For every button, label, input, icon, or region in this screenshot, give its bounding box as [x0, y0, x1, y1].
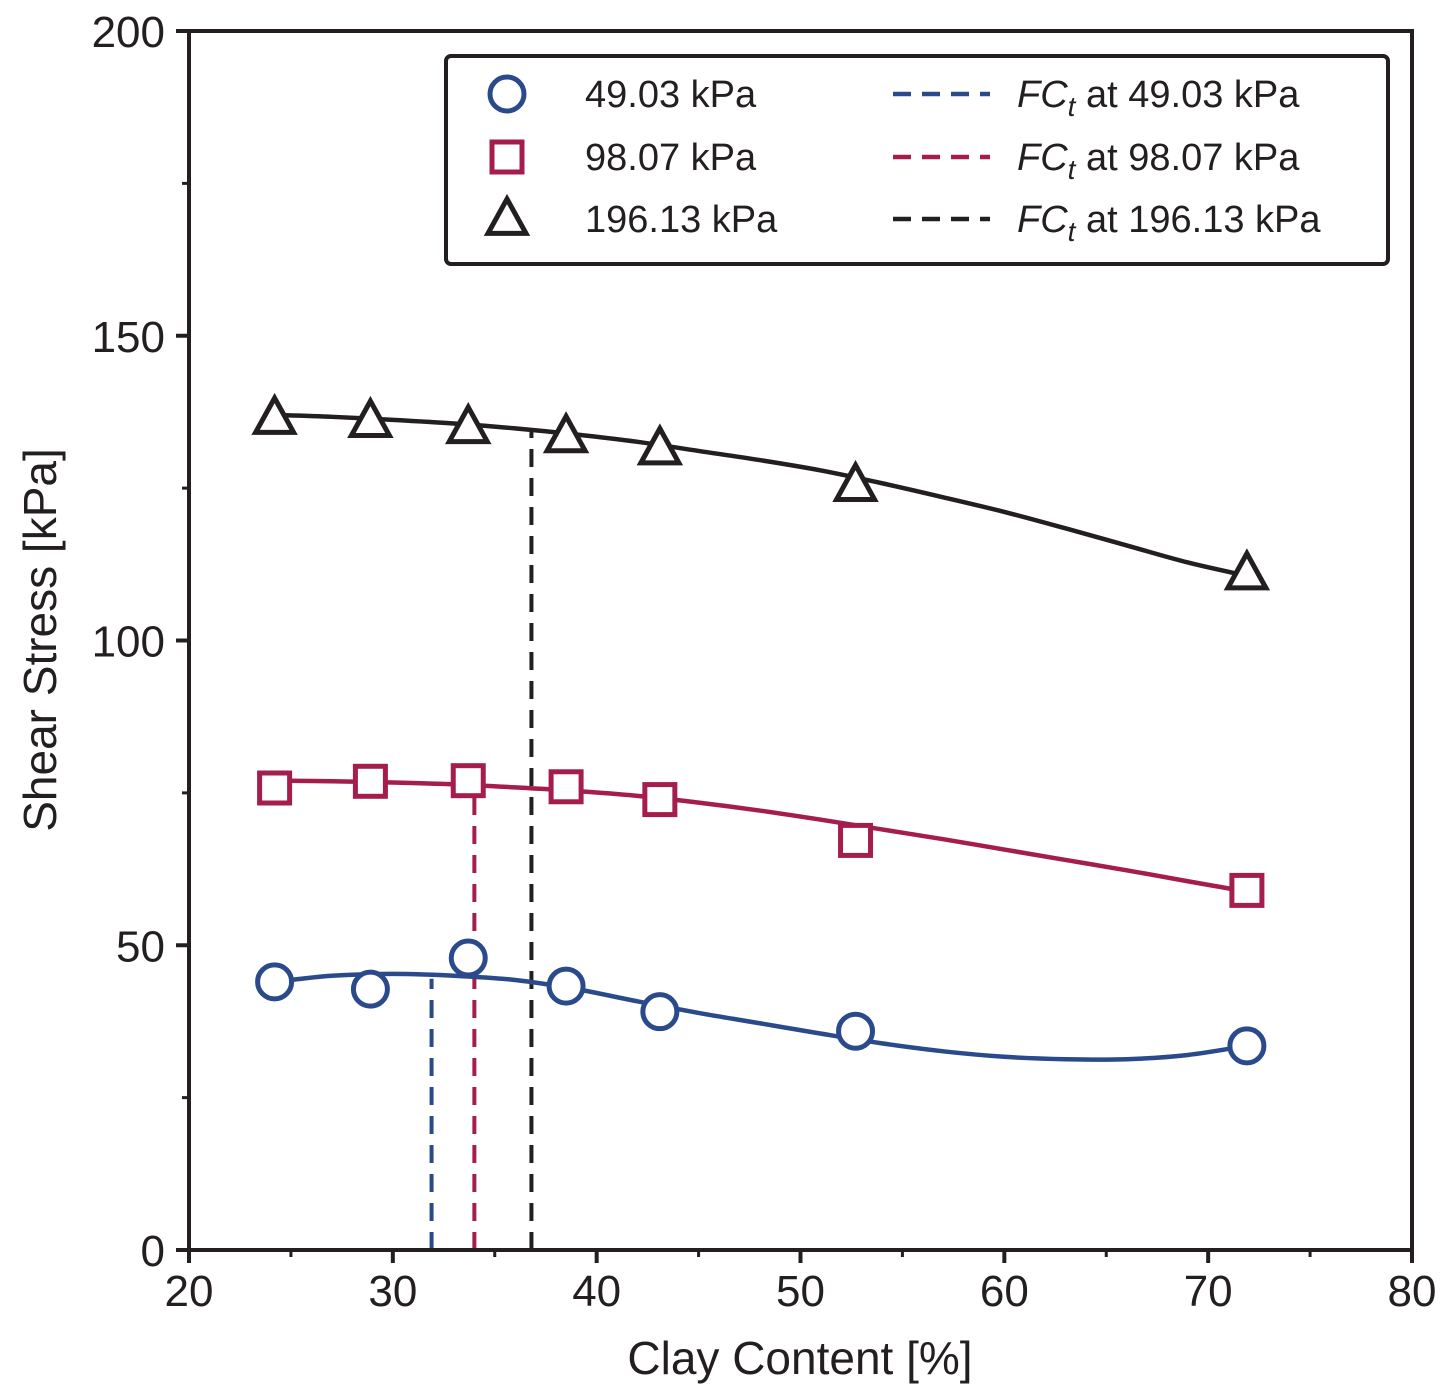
data-point-circle-1-2 [350, 969, 390, 1009]
y-axis-ticks: 0 50 100 150 200 [92, 8, 189, 1276]
data-point-circle-1-1 [255, 962, 295, 1002]
legend-box [444, 54, 1390, 266]
x-tick-label: 80 [1388, 1267, 1437, 1316]
legend: 49.03 kPa 98.07 kPa 196.13 kPa FCt at 49.03… [444, 54, 1390, 266]
y-tick-label: 100 [92, 618, 165, 667]
legend-marker-square [489, 139, 525, 175]
data-point-triangle-3-7 [1223, 548, 1271, 591]
fitted-curves [274, 412, 1248, 1062]
threshold-lines [429, 429, 534, 1250]
data-point-circle-1-3 [448, 938, 488, 978]
data-point-triangle-3-2 [347, 395, 394, 438]
y-tick-label: 50 [116, 922, 165, 971]
legend-label: 98.07 kPa [585, 137, 757, 179]
x-tick-label: 30 [368, 1267, 417, 1316]
legend-line-label: FCt at 196.13 kPa [1017, 199, 1321, 247]
data-point-square-2-4 [548, 769, 584, 805]
data-point-triangle-3-3 [445, 402, 492, 445]
x-tick-label: 40 [572, 1267, 621, 1316]
legend-marker-circle [487, 74, 527, 114]
data-point-circle-1-6 [836, 1011, 876, 1051]
y-axis-title: Shear Stress [kPa] [14, 448, 66, 832]
y-tick-label: 200 [92, 8, 165, 57]
data-point-circle-1-4 [546, 966, 586, 1006]
legend-line-label: FCt at 98.07 kPa [1017, 137, 1300, 185]
x-tick-label: 20 [165, 1267, 214, 1316]
data-point-circle-1-7 [1227, 1026, 1267, 1066]
data-point-triangle-3-5 [636, 423, 684, 466]
x-tick-label: 60 [980, 1267, 1029, 1316]
data-point-square-2-5 [642, 782, 678, 818]
x-axis-ticks: 20 30 40 50 60 70 80 [165, 1250, 1437, 1316]
data-point-circle-1-5 [640, 992, 680, 1032]
data-point-triangle-3-4 [542, 411, 590, 454]
legend-line-label: FCt at 49.03 kPa [1017, 74, 1300, 122]
legend-label: 196.13 kPa [585, 199, 778, 241]
y-tick-label: 0 [141, 1227, 165, 1276]
data-point-triangle-3-1 [251, 392, 298, 435]
data-point-square-2-3 [450, 763, 486, 799]
x-tick-label: 70 [1184, 1267, 1233, 1316]
y-tick-label: 150 [92, 313, 165, 362]
data-point-square-2-1 [257, 770, 293, 806]
legend-label: 49.03 kPa [585, 74, 757, 116]
data-point-square-2-2 [352, 763, 388, 799]
x-tick-label: 50 [776, 1267, 825, 1316]
data-markers [251, 392, 1271, 1066]
fitted-curve-1 [274, 971, 1248, 1062]
data-point-square-2-6 [838, 822, 874, 858]
fitted-curve-3 [274, 412, 1248, 579]
data-point-triangle-3-6 [832, 459, 879, 502]
fitted-curve-2 [274, 778, 1248, 894]
data-point-square-2-7 [1229, 872, 1265, 908]
x-axis-title: Clay Content [%] [627, 1332, 972, 1384]
legend-marker-triangle [483, 193, 531, 236]
